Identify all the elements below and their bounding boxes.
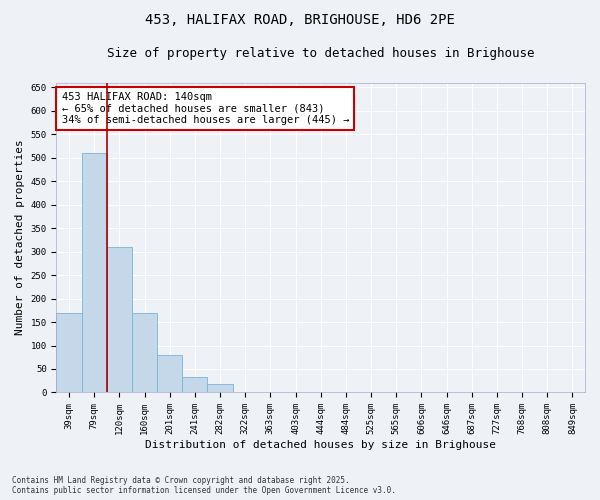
Text: 453 HALIFAX ROAD: 140sqm
← 65% of detached houses are smaller (843)
34% of semi-: 453 HALIFAX ROAD: 140sqm ← 65% of detach… [62, 92, 349, 125]
Bar [157, 355, 182, 393]
Bar [56, 312, 82, 392]
X-axis label: Distribution of detached houses by size in Brighouse: Distribution of detached houses by size … [145, 440, 496, 450]
Bar [182, 377, 208, 392]
Bar [107, 247, 132, 392]
Bar [208, 384, 233, 392]
Bar [82, 153, 107, 392]
Y-axis label: Number of detached properties: Number of detached properties [15, 140, 25, 336]
Text: 453, HALIFAX ROAD, BRIGHOUSE, HD6 2PE: 453, HALIFAX ROAD, BRIGHOUSE, HD6 2PE [145, 12, 455, 26]
Bar [132, 312, 157, 392]
Title: Size of property relative to detached houses in Brighouse: Size of property relative to detached ho… [107, 48, 535, 60]
Text: Contains HM Land Registry data © Crown copyright and database right 2025.
Contai: Contains HM Land Registry data © Crown c… [12, 476, 396, 495]
